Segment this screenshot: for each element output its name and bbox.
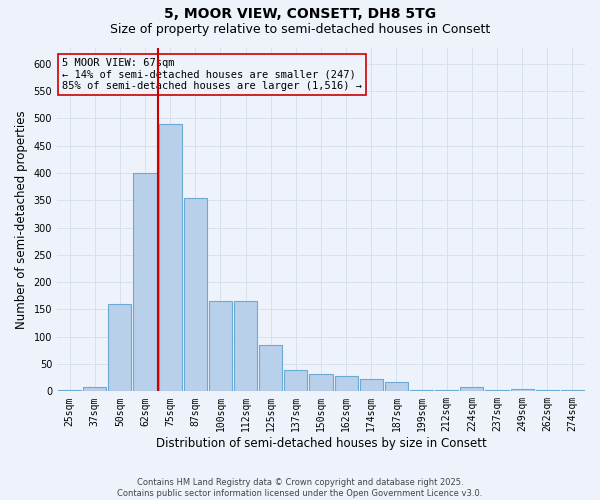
- Bar: [184, 198, 207, 392]
- Bar: [109, 304, 131, 392]
- Bar: [385, 382, 408, 392]
- Bar: [485, 390, 509, 392]
- Bar: [284, 370, 307, 392]
- Text: 5 MOOR VIEW: 67sqm
← 14% of semi-detached houses are smaller (247)
85% of semi-d: 5 MOOR VIEW: 67sqm ← 14% of semi-detache…: [62, 58, 362, 91]
- Bar: [310, 374, 332, 392]
- Bar: [259, 345, 283, 392]
- Bar: [234, 302, 257, 392]
- Bar: [209, 302, 232, 392]
- Bar: [158, 124, 182, 392]
- Bar: [460, 387, 484, 392]
- Bar: [133, 173, 157, 392]
- Bar: [335, 376, 358, 392]
- Y-axis label: Number of semi-detached properties: Number of semi-detached properties: [15, 110, 28, 328]
- Bar: [58, 390, 81, 392]
- Bar: [410, 390, 433, 392]
- Bar: [561, 390, 584, 392]
- X-axis label: Distribution of semi-detached houses by size in Consett: Distribution of semi-detached houses by …: [155, 437, 487, 450]
- Text: Size of property relative to semi-detached houses in Consett: Size of property relative to semi-detach…: [110, 22, 490, 36]
- Text: Contains HM Land Registry data © Crown copyright and database right 2025.
Contai: Contains HM Land Registry data © Crown c…: [118, 478, 482, 498]
- Bar: [511, 388, 534, 392]
- Bar: [435, 390, 458, 392]
- Text: 5, MOOR VIEW, CONSETT, DH8 5TG: 5, MOOR VIEW, CONSETT, DH8 5TG: [164, 8, 436, 22]
- Bar: [83, 387, 106, 392]
- Bar: [536, 390, 559, 392]
- Bar: [360, 380, 383, 392]
